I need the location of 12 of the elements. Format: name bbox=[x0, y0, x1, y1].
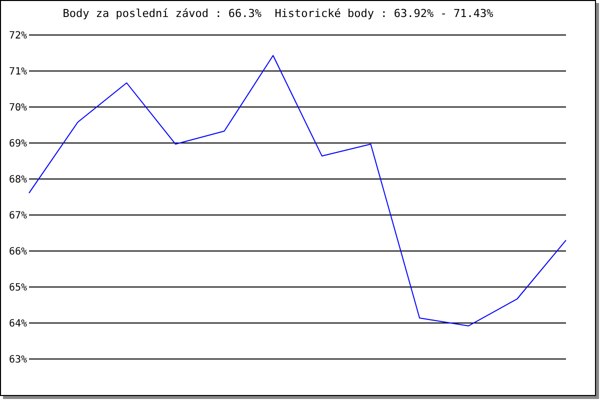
y-tick-label: 69% bbox=[8, 138, 27, 150]
line-series bbox=[28, 55, 566, 326]
y-tick-label: 70% bbox=[8, 102, 27, 114]
y-tick-label: 72% bbox=[8, 30, 27, 42]
y-tick-label: 67% bbox=[8, 210, 27, 222]
y-tick-label: 71% bbox=[8, 66, 27, 78]
y-tick-label: 63% bbox=[8, 354, 27, 366]
y-tick-label: 68% bbox=[8, 174, 27, 186]
y-tick-label: 65% bbox=[8, 282, 27, 294]
y-tick-label: 64% bbox=[8, 318, 27, 330]
y-tick-label: 66% bbox=[8, 246, 27, 258]
chart-title: Body za poslední závod : 66.3% Historické body : 63.92% - 71.43% bbox=[62, 7, 494, 20]
